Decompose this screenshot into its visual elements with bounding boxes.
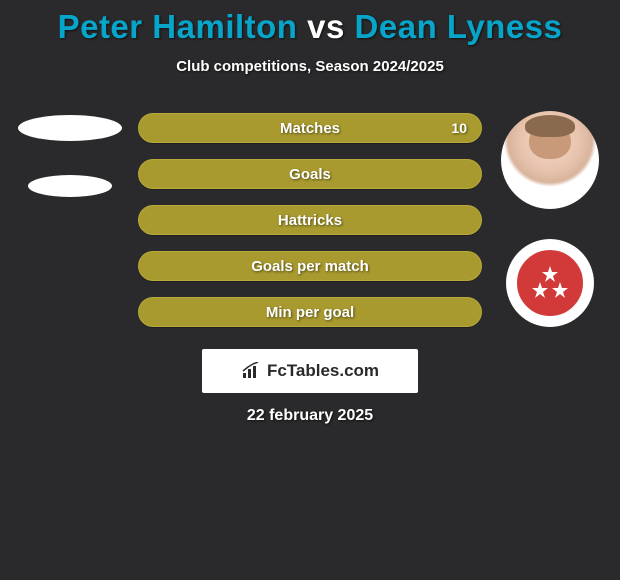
bar-mpg: Min per goal bbox=[138, 297, 482, 327]
player2-name: Dean Lyness bbox=[355, 8, 563, 45]
date-text: 22 february 2025 bbox=[0, 407, 620, 425]
bar-mpg-label: Min per goal bbox=[266, 304, 354, 321]
page-title: Peter Hamilton vs Dean Lyness bbox=[0, 8, 620, 46]
left-badge-2 bbox=[28, 175, 112, 197]
bar-matches-right: 10 bbox=[451, 120, 467, 136]
logo-text: FcTables.com bbox=[267, 361, 379, 381]
crest-inner bbox=[514, 247, 586, 319]
left-column bbox=[10, 111, 130, 213]
left-badge-1 bbox=[18, 115, 122, 141]
bar-goals: Goals bbox=[138, 159, 482, 189]
comparison-card: Peter Hamilton vs Dean Lyness Club compe… bbox=[0, 0, 620, 425]
bar-goals-label: Goals bbox=[289, 166, 331, 183]
vs-text: vs bbox=[307, 8, 345, 45]
chart-icon bbox=[241, 362, 263, 380]
body-row: Matches 10 Goals Hattricks Goals per mat… bbox=[0, 111, 620, 327]
stat-bars: Matches 10 Goals Hattricks Goals per mat… bbox=[130, 113, 490, 327]
bar-hattricks-label: Hattricks bbox=[278, 212, 342, 229]
club-crest bbox=[506, 239, 594, 327]
bar-gpm-label: Goals per match bbox=[251, 258, 369, 275]
crest-stars-icon bbox=[527, 260, 573, 306]
player1-name: Peter Hamilton bbox=[58, 8, 298, 45]
right-column bbox=[490, 111, 610, 327]
bar-matches: Matches 10 bbox=[138, 113, 482, 143]
bar-gpm: Goals per match bbox=[138, 251, 482, 281]
subtitle: Club competitions, Season 2024/2025 bbox=[0, 58, 620, 75]
bar-matches-label: Matches bbox=[280, 120, 340, 137]
player2-avatar bbox=[501, 111, 599, 209]
bar-hattricks: Hattricks bbox=[138, 205, 482, 235]
logo-box: FcTables.com bbox=[202, 349, 418, 393]
